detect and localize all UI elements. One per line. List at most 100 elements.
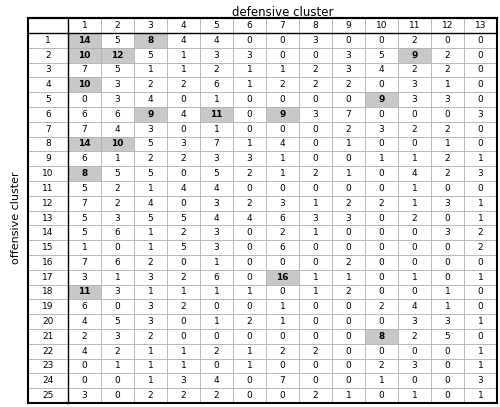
Bar bbox=[200, 225, 233, 240]
Text: 3: 3 bbox=[148, 125, 154, 134]
Bar bbox=[365, 300, 398, 314]
Bar bbox=[28, 240, 68, 255]
Text: 4: 4 bbox=[180, 36, 186, 45]
Text: 19: 19 bbox=[42, 302, 54, 311]
Text: 3: 3 bbox=[444, 228, 450, 237]
Text: 0: 0 bbox=[346, 228, 352, 237]
Text: 2: 2 bbox=[180, 302, 186, 311]
Bar bbox=[365, 151, 398, 166]
Bar bbox=[28, 210, 68, 225]
Bar bbox=[167, 77, 200, 92]
Text: defensive cluster: defensive cluster bbox=[232, 6, 333, 18]
Text: 12: 12 bbox=[442, 21, 453, 30]
Text: 22: 22 bbox=[42, 347, 54, 356]
Text: 3: 3 bbox=[82, 391, 87, 400]
Bar bbox=[398, 151, 431, 166]
Bar bbox=[167, 166, 200, 181]
Bar bbox=[233, 18, 266, 33]
Text: 0: 0 bbox=[280, 125, 285, 134]
Text: 9: 9 bbox=[148, 110, 154, 119]
Text: 0: 0 bbox=[378, 258, 384, 267]
Bar bbox=[68, 329, 101, 344]
Text: 3: 3 bbox=[214, 228, 220, 237]
Text: 0: 0 bbox=[312, 184, 318, 193]
Bar bbox=[167, 92, 200, 107]
Bar bbox=[233, 77, 266, 92]
Bar bbox=[68, 210, 101, 225]
Text: 2: 2 bbox=[214, 347, 220, 356]
Text: 0: 0 bbox=[346, 243, 352, 252]
Bar bbox=[299, 107, 332, 122]
Bar bbox=[299, 373, 332, 388]
Bar bbox=[167, 48, 200, 63]
Text: 1: 1 bbox=[214, 287, 220, 297]
Text: 10: 10 bbox=[112, 140, 124, 149]
Bar bbox=[398, 181, 431, 196]
Text: 2: 2 bbox=[444, 154, 450, 163]
Text: 14: 14 bbox=[78, 36, 91, 45]
Bar bbox=[464, 196, 497, 210]
Bar bbox=[431, 196, 464, 210]
Text: 8: 8 bbox=[148, 36, 154, 45]
Text: 2: 2 bbox=[412, 36, 418, 45]
Text: 2: 2 bbox=[180, 80, 186, 89]
Text: 2: 2 bbox=[180, 273, 186, 282]
Bar bbox=[431, 63, 464, 77]
Bar bbox=[332, 210, 365, 225]
Text: 0: 0 bbox=[412, 376, 418, 385]
Bar bbox=[266, 329, 299, 344]
Bar bbox=[266, 225, 299, 240]
Bar bbox=[431, 33, 464, 48]
Bar bbox=[431, 240, 464, 255]
Bar bbox=[134, 18, 167, 33]
Text: 18: 18 bbox=[42, 287, 54, 297]
Bar bbox=[233, 151, 266, 166]
Bar bbox=[68, 344, 101, 359]
Text: 0: 0 bbox=[246, 184, 252, 193]
Text: 1: 1 bbox=[280, 66, 285, 74]
Text: 16: 16 bbox=[276, 273, 289, 282]
Bar bbox=[398, 137, 431, 151]
Bar bbox=[28, 166, 68, 181]
Bar bbox=[28, 92, 68, 107]
Text: 9: 9 bbox=[346, 21, 352, 30]
Text: 6: 6 bbox=[214, 80, 220, 89]
Bar bbox=[68, 48, 101, 63]
Bar bbox=[167, 255, 200, 270]
Text: 1: 1 bbox=[478, 347, 484, 356]
Text: 1: 1 bbox=[346, 273, 352, 282]
Text: 3: 3 bbox=[148, 21, 154, 30]
Text: 0: 0 bbox=[378, 287, 384, 297]
Text: 9: 9 bbox=[412, 51, 418, 60]
Bar bbox=[431, 151, 464, 166]
Text: 0: 0 bbox=[444, 243, 450, 252]
Text: 10: 10 bbox=[78, 51, 90, 60]
Bar bbox=[299, 196, 332, 210]
Text: 7: 7 bbox=[82, 66, 87, 74]
Bar bbox=[167, 284, 200, 300]
Bar bbox=[365, 107, 398, 122]
Bar bbox=[167, 18, 200, 33]
Text: 0: 0 bbox=[246, 273, 252, 282]
Text: 0: 0 bbox=[246, 391, 252, 400]
Text: 1: 1 bbox=[478, 154, 484, 163]
Bar bbox=[365, 181, 398, 196]
Bar bbox=[167, 33, 200, 48]
Text: 0: 0 bbox=[412, 287, 418, 297]
Text: 0: 0 bbox=[478, 125, 484, 134]
Bar bbox=[167, 344, 200, 359]
Text: 0: 0 bbox=[378, 184, 384, 193]
Text: 1: 1 bbox=[444, 140, 450, 149]
Bar bbox=[200, 151, 233, 166]
Text: 3: 3 bbox=[412, 317, 418, 326]
Text: 1: 1 bbox=[180, 51, 186, 60]
Text: 3: 3 bbox=[444, 95, 450, 104]
Bar bbox=[101, 255, 134, 270]
Bar bbox=[167, 210, 200, 225]
Bar bbox=[464, 388, 497, 403]
Text: 0: 0 bbox=[312, 317, 318, 326]
Text: 7: 7 bbox=[214, 140, 220, 149]
Text: 2: 2 bbox=[214, 391, 220, 400]
Bar bbox=[266, 63, 299, 77]
Text: 14: 14 bbox=[42, 228, 54, 237]
